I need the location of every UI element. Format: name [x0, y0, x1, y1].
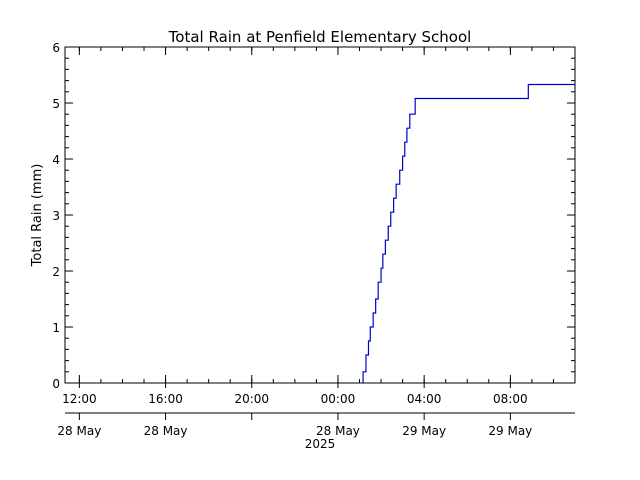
x-tick-label: 00:00 [321, 392, 356, 406]
y-tick-label: 5 [52, 97, 60, 111]
x-tick-label: 16:00 [148, 392, 183, 406]
x-tick-label: 12:00 [62, 392, 97, 406]
plot-border [64, 46, 576, 384]
date-tick-label: 29 May [402, 424, 446, 438]
date-tick-label: 28 May [316, 424, 360, 438]
y-tick-label: 0 [52, 377, 60, 391]
date-tick-label: 29 May [488, 424, 532, 438]
y-axis: 0 1 2 3 4 5 6 [52, 41, 575, 391]
chart-title: Total Rain at Penfield Elementary School [168, 28, 472, 46]
y-tick-label: 2 [52, 265, 60, 279]
y-tick-label: 3 [52, 209, 60, 223]
x-tick-label: 08:00 [493, 392, 528, 406]
rain-series-line [362, 83, 575, 383]
year-label: 2025 [305, 437, 336, 451]
y-axis-label: Total Rain (mm) [30, 164, 45, 268]
date-tick-label: 28 May [144, 424, 188, 438]
y-tick-label: 6 [52, 41, 60, 55]
date-tick-label: 28 May [57, 424, 101, 438]
series-layer [362, 83, 575, 383]
x-tick-label: 20:00 [234, 392, 269, 406]
y-tick-label: 4 [52, 153, 60, 167]
x-tick-label: 04:00 [407, 392, 442, 406]
y-tick-label: 1 [52, 321, 60, 335]
x-axis: 12:00 28 May 16:00 28 May 20:00 00:00 28 May 04… [57, 47, 576, 438]
plot-frame [64, 46, 576, 414]
